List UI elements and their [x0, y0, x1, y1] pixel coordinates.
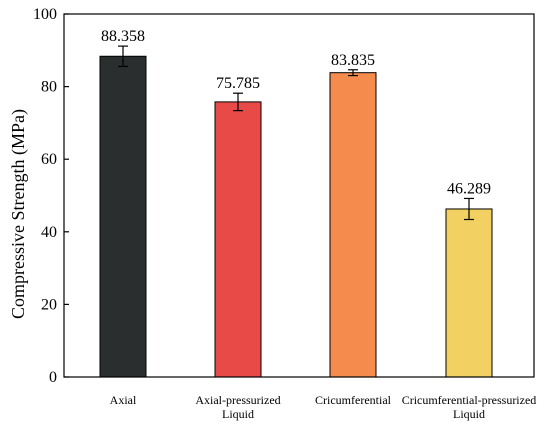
x-tick-label: Axial — [110, 393, 137, 407]
x-tick-label: Axial-pressurized — [195, 393, 280, 407]
y-tick-label: 0 — [49, 369, 57, 386]
x-tick-label: Liquid — [453, 407, 485, 421]
plot-frame — [63, 13, 535, 378]
x-tick-label: Liquid — [222, 407, 254, 421]
plot-area: 88.358 75.785 83.835 46.289 0 20 40 60 80 100 Axia… — [33, 6, 536, 421]
y-axis-title: Compressive Strength (MPa) — [8, 109, 29, 319]
bar — [329, 72, 377, 378]
data-label: 46.289 — [447, 180, 491, 197]
x-tick-label: Cricumferential — [315, 393, 392, 407]
y-tick-label: 100 — [33, 6, 57, 23]
bar — [214, 101, 262, 378]
y-tick-label: 20 — [41, 296, 57, 313]
data-label: 83.835 — [331, 52, 375, 69]
data-label: 75.785 — [216, 75, 260, 92]
bar — [445, 208, 493, 378]
y-tick-label: 40 — [41, 224, 57, 241]
x-tick-label: Cricumferential-pressurized — [402, 393, 537, 407]
data-label: 88.358 — [101, 28, 145, 45]
bar — [99, 55, 147, 378]
y-tick-label: 60 — [41, 151, 57, 168]
y-tick-label: 80 — [41, 79, 57, 96]
